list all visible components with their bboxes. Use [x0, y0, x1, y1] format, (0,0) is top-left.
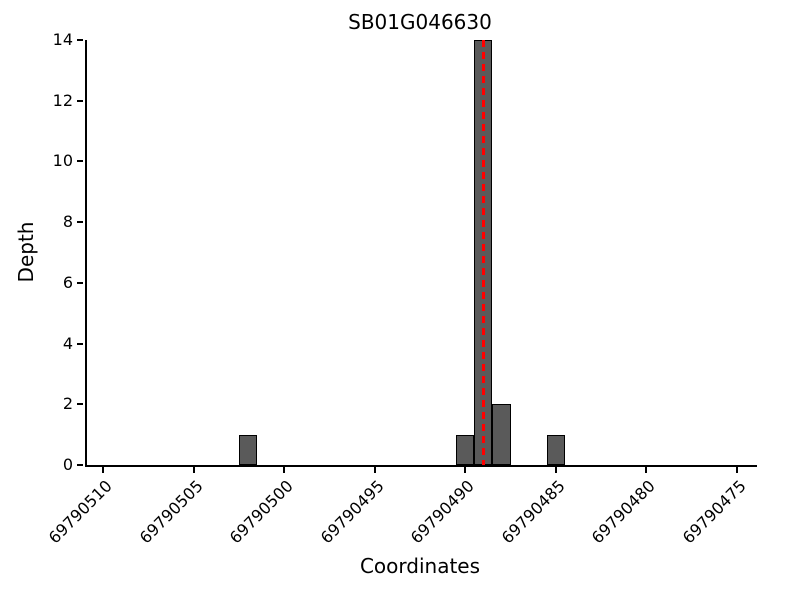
y-tick-label: 4 [62, 333, 73, 353]
x-tick-mark [102, 467, 105, 473]
x-tick-mark [373, 467, 376, 473]
y-tick-mark [77, 281, 83, 284]
y-tick-mark [77, 403, 83, 406]
depth-bar [238, 434, 257, 465]
y-tick-mark [77, 342, 83, 345]
x-tick-mark [554, 467, 557, 473]
y-tick-mark [77, 99, 83, 102]
plot-area [85, 40, 757, 467]
y-tick-mark [77, 221, 83, 224]
y-tick-mark [77, 39, 83, 41]
depth-bar [492, 404, 511, 465]
y-tick-label: 8 [62, 212, 73, 232]
x-tick-mark [645, 467, 648, 473]
y-tick-label: 6 [62, 272, 73, 292]
marker-line [481, 40, 485, 465]
y-tick-label: 14 [52, 30, 73, 49]
chart-title: SB01G046630 [348, 10, 492, 34]
x-tick-mark [283, 467, 286, 473]
x-tick-mark [192, 467, 195, 473]
x-axis-label: Coordinates [359, 554, 481, 578]
y-tick-mark [77, 160, 83, 163]
y-tick-label: 10 [52, 151, 73, 171]
depth-bar [456, 434, 475, 465]
y-tick-mark [77, 464, 83, 466]
x-tick-mark [735, 467, 738, 473]
y-tick-label: 0 [62, 455, 73, 474]
y-tick-label: 2 [62, 394, 73, 414]
y-tick-label: 12 [52, 90, 73, 110]
x-tick-mark [464, 467, 467, 473]
depth-bar [546, 434, 565, 465]
x-tick-label: 69790475 [678, 476, 750, 548]
